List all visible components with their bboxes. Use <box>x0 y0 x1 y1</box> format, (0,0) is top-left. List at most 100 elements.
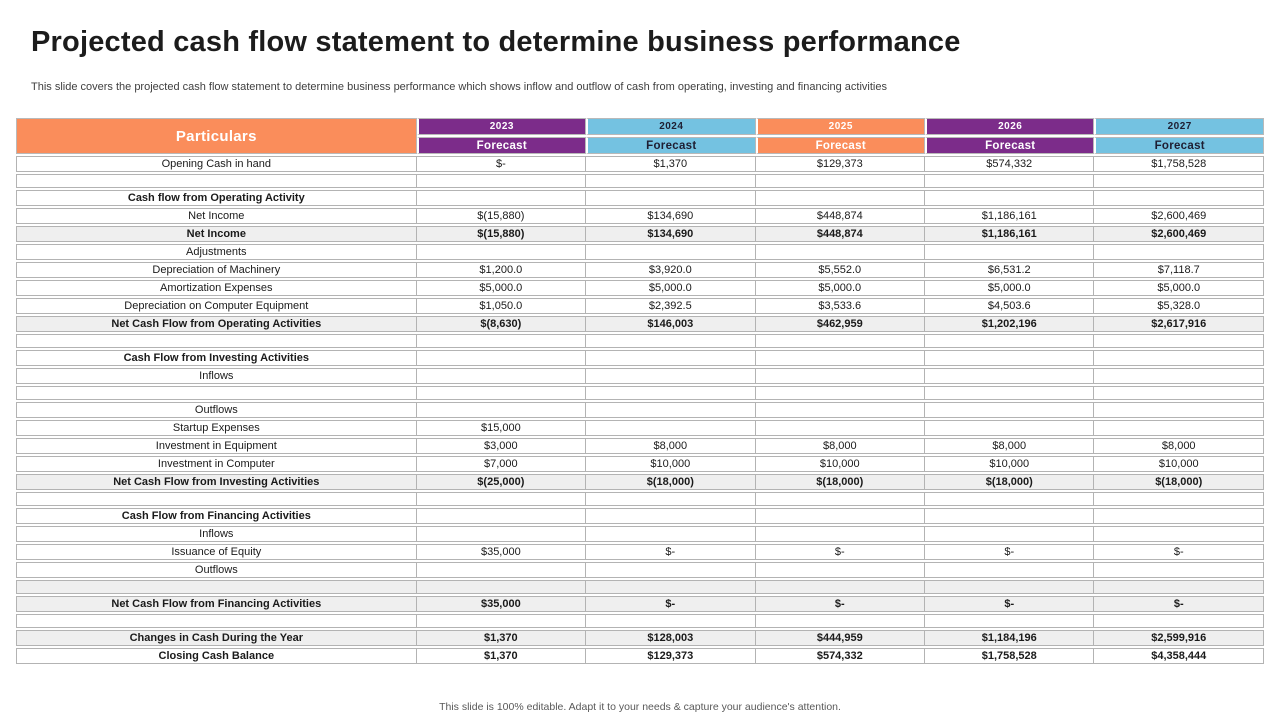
value-cell <box>416 174 587 188</box>
row-label: Inflows <box>16 368 417 384</box>
value-cell: $- <box>925 544 1095 560</box>
value-cell <box>416 492 587 506</box>
value-cell <box>925 562 1095 578</box>
value-cell <box>755 614 926 628</box>
value-cell <box>586 562 756 578</box>
value-cell: $1,050.0 <box>416 298 587 314</box>
forecast-header: Forecast <box>925 137 1095 154</box>
table-row: Net Cash Flow from Investing Activities $… <box>16 474 1264 490</box>
value-cell: $5,328.0 <box>1094 298 1264 314</box>
value-cell: $448,874 <box>755 208 926 224</box>
table-row: Cash flow from Operating Activity <box>16 190 1264 206</box>
value-cell: $10,000 <box>925 456 1095 472</box>
value-cell <box>1094 190 1264 206</box>
value-cell <box>586 402 756 418</box>
value-cell <box>586 190 756 206</box>
row-label: Cash Flow from Investing Activities <box>16 350 417 366</box>
table-row <box>16 492 1264 506</box>
row-label: Cash flow from Operating Activity <box>16 190 417 206</box>
value-cell: $35,000 <box>416 596 587 612</box>
row-label: Closing Cash Balance <box>16 648 417 664</box>
table-row: Changes in Cash During the Year $1,370 $12… <box>16 630 1264 646</box>
value-cell: $7,000 <box>416 456 587 472</box>
value-cell <box>1094 244 1264 260</box>
row-label: Adjustments <box>16 244 417 260</box>
value-cell <box>416 614 587 628</box>
year-header-2024: 2024 <box>586 118 756 135</box>
value-cell <box>925 190 1095 206</box>
value-cell <box>925 526 1095 542</box>
value-cell <box>586 614 756 628</box>
value-cell <box>586 174 756 188</box>
value-cell: $2,600,469 <box>1094 226 1264 242</box>
value-cell: $(8,630) <box>416 316 587 332</box>
row-label: Net Income <box>16 226 417 242</box>
table-row: Depreciation of Machinery $1,200.0 $3,920.… <box>16 262 1264 278</box>
table-row: Net Cash Flow from Operating Activities $… <box>16 316 1264 332</box>
value-cell: $1,200.0 <box>416 262 587 278</box>
value-cell <box>925 614 1095 628</box>
value-cell: $- <box>755 596 926 612</box>
table-row <box>16 580 1264 594</box>
row-label: Investment in Computer <box>16 456 417 472</box>
value-cell: $5,000.0 <box>416 280 587 296</box>
value-cell <box>1094 508 1264 524</box>
table-row: Depreciation on Computer Equipment $1,050… <box>16 298 1264 314</box>
row-label <box>16 614 417 628</box>
value-cell <box>416 508 587 524</box>
value-cell <box>925 580 1095 594</box>
value-cell: $5,000.0 <box>755 280 926 296</box>
table-row: Outflows <box>16 402 1264 418</box>
table-row: Net Income $(15,880) $134,690 $448,874 $1,18… <box>16 226 1264 242</box>
value-cell: $4,503.6 <box>925 298 1095 314</box>
value-cell <box>925 174 1095 188</box>
value-cell <box>755 562 926 578</box>
value-cell: $(15,880) <box>416 208 587 224</box>
value-cell <box>755 190 926 206</box>
value-cell <box>755 526 926 542</box>
row-label: Startup Expenses <box>16 420 417 436</box>
row-label <box>16 334 417 348</box>
value-cell <box>755 420 926 436</box>
value-cell: $- <box>1094 596 1264 612</box>
value-cell: $5,552.0 <box>755 262 926 278</box>
value-cell: $1,186,161 <box>925 208 1095 224</box>
value-cell <box>755 492 926 506</box>
cash-flow-table: Particulars 2023 2024 2025 2026 2027 Forecas… <box>16 116 1264 666</box>
value-cell <box>586 368 756 384</box>
value-cell <box>1094 492 1264 506</box>
value-cell <box>1094 334 1264 348</box>
value-cell: $10,000 <box>755 456 926 472</box>
value-cell <box>1094 526 1264 542</box>
year-header-2027: 2027 <box>1094 118 1264 135</box>
value-cell <box>416 350 587 366</box>
value-cell: $(18,000) <box>925 474 1095 490</box>
value-cell <box>1094 420 1264 436</box>
value-cell: $4,358,444 <box>1094 648 1264 664</box>
value-cell: $444,959 <box>755 630 926 646</box>
value-cell: $- <box>416 156 587 172</box>
table-row: Investment in Computer $7,000 $10,000 $10,0… <box>16 456 1264 472</box>
value-cell: $129,373 <box>755 156 926 172</box>
value-cell: $146,003 <box>586 316 756 332</box>
year-header-2025: 2025 <box>755 118 926 135</box>
value-cell: $(18,000) <box>755 474 926 490</box>
value-cell: $6,531.2 <box>925 262 1095 278</box>
table-row: Startup Expenses $15,000 <box>16 420 1264 436</box>
value-cell: $(18,000) <box>1094 474 1264 490</box>
value-cell <box>755 368 926 384</box>
value-cell: $- <box>925 596 1095 612</box>
table-row: Adjustments <box>16 244 1264 260</box>
value-cell <box>755 350 926 366</box>
value-cell <box>1094 580 1264 594</box>
value-cell: $- <box>755 544 926 560</box>
value-cell: $- <box>586 596 756 612</box>
column-header-particulars: Particulars <box>16 118 417 154</box>
value-cell <box>925 386 1095 400</box>
value-cell <box>755 334 926 348</box>
value-cell: $448,874 <box>755 226 926 242</box>
forecast-header: Forecast <box>755 137 926 154</box>
value-cell <box>416 402 587 418</box>
value-cell <box>755 580 926 594</box>
